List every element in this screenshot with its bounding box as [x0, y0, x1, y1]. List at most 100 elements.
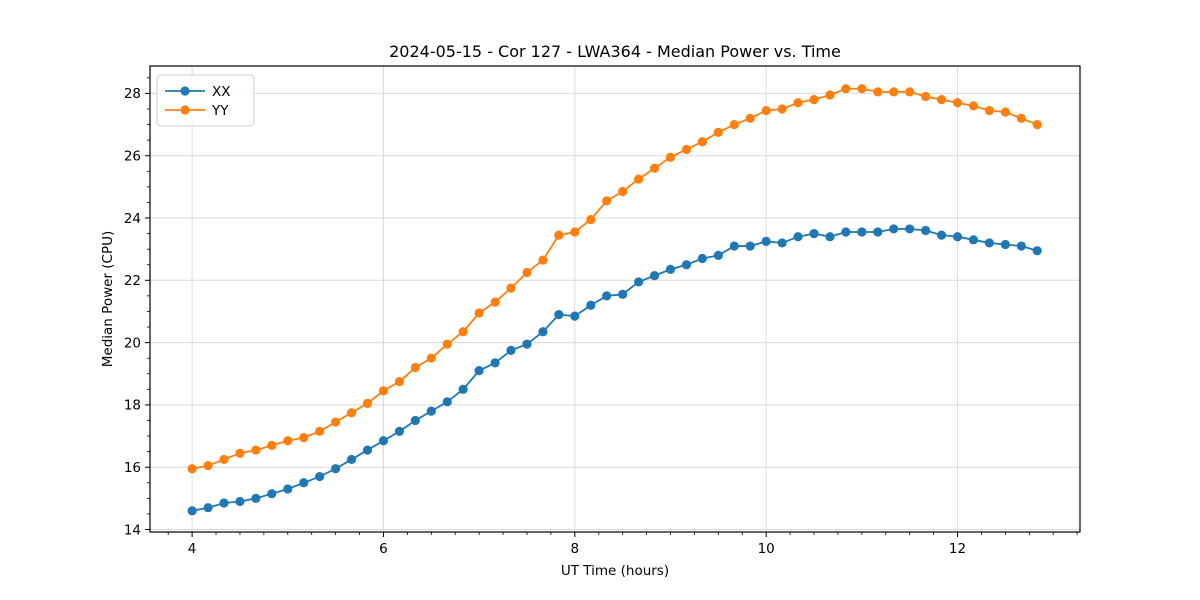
y-axis-label: Median Power (CPU): [100, 231, 116, 367]
y-tick-label: 26: [124, 149, 141, 165]
data-point-yy: [841, 84, 851, 94]
data-point-xx: [793, 232, 803, 242]
data-point-xx: [522, 339, 532, 349]
chart-title: 2024-05-15 - Cor 127 - LWA364 - Median P…: [389, 42, 841, 61]
data-point-xx: [984, 238, 994, 248]
data-point-xx: [681, 260, 692, 270]
data-point-yy: [474, 308, 484, 318]
data-point-xx: [809, 228, 819, 239]
data-point-xx: [968, 235, 979, 245]
data-point-xx: [267, 489, 277, 499]
data-point-xx: [442, 397, 452, 407]
data-point-xx: [936, 230, 947, 240]
series-layer: [187, 84, 1042, 516]
x-tick-label: 12: [949, 541, 966, 557]
data-point-xx: [1016, 241, 1026, 251]
legend-item-label: YY: [211, 103, 229, 119]
data-point-yy: [952, 98, 963, 108]
y-tick-label: 20: [124, 335, 141, 351]
legend-marker: [180, 105, 190, 115]
data-point-yy: [1016, 113, 1026, 123]
grid-layer: [150, 66, 1080, 532]
data-point-xx: [889, 224, 899, 234]
y-tick-label: 22: [124, 273, 141, 289]
data-point-xx: [554, 309, 564, 320]
data-point-yy: [825, 90, 835, 100]
data-point-yy: [697, 137, 707, 147]
data-point-xx: [586, 300, 596, 310]
data-point-yy: [713, 127, 723, 137]
data-point-yy: [394, 376, 405, 387]
x-tick-label: 8: [571, 541, 580, 557]
data-point-xx: [315, 471, 325, 482]
data-point-yy: [426, 353, 436, 363]
y-tick-label: 28: [124, 86, 141, 102]
data-point-xx: [426, 406, 436, 416]
data-point-yy: [889, 87, 899, 97]
data-point-xx: [506, 345, 516, 355]
x-tick-label: 4: [188, 541, 197, 557]
data-point-yy: [410, 362, 420, 373]
data-point-yy: [618, 186, 628, 197]
data-point-xx: [394, 426, 405, 436]
data-point-xx: [952, 232, 963, 242]
data-point-xx: [873, 227, 883, 237]
data-point-xx: [618, 289, 628, 299]
data-point-xx: [649, 271, 660, 281]
data-point-xx: [602, 291, 612, 301]
data-point-yy: [984, 105, 994, 116]
data-point-yy: [570, 227, 580, 237]
data-point-xx: [570, 311, 580, 321]
data-point-yy: [921, 91, 931, 102]
data-point-yy: [873, 87, 883, 97]
legend-box: [156, 74, 255, 127]
data-point-xx: [729, 241, 739, 251]
data-point-yy: [362, 398, 373, 408]
data-point-xx: [410, 415, 420, 426]
data-point-yy: [203, 461, 213, 471]
data-point-yy: [331, 417, 341, 427]
data-point-xx: [299, 478, 309, 488]
data-point-xx: [697, 253, 707, 264]
data-point-yy: [761, 105, 771, 116]
data-point-yy: [602, 196, 612, 206]
y-tick-label: 24: [124, 211, 141, 227]
data-point-xx: [474, 366, 484, 376]
data-point-yy: [809, 95, 819, 105]
data-point-xx: [1032, 246, 1042, 256]
data-point-yy: [1032, 119, 1042, 130]
data-point-xx: [921, 225, 931, 236]
series-xx-line: [191, 228, 1038, 512]
data-point-yy: [936, 95, 947, 105]
data-point-yy: [251, 445, 261, 455]
data-point-xx: [825, 232, 835, 242]
data-point-xx: [490, 358, 500, 368]
data-point-yy: [378, 386, 389, 396]
data-point-yy: [905, 87, 915, 97]
data-point-xx: [235, 496, 245, 507]
data-point-xx: [761, 236, 771, 246]
axes-layer: 4 6 8 10 12 14 16 18 20 22 24 26 28: [124, 65, 1081, 557]
x-axis-label: UT Time (hours): [561, 563, 669, 579]
x-tick-label: 10: [758, 541, 775, 557]
series-yy-line: [191, 87, 1038, 470]
data-point-xx: [665, 264, 676, 275]
data-point-xx: [251, 493, 261, 503]
data-point-yy: [681, 144, 692, 155]
data-point-xx: [187, 506, 197, 516]
data-point-yy: [729, 119, 739, 130]
data-point-yy: [315, 426, 325, 436]
data-point-xx: [857, 227, 867, 237]
data-point-yy: [490, 297, 500, 307]
data-point-yy: [857, 84, 867, 94]
data-point-yy: [267, 440, 277, 451]
plot-border: [149, 65, 1081, 533]
legend: XX YY: [156, 74, 255, 127]
data-point-yy: [219, 454, 229, 465]
data-point-xx: [346, 454, 357, 465]
data-point-yy: [745, 113, 755, 123]
data-point-yy: [665, 152, 676, 162]
data-point-xx: [745, 241, 755, 251]
data-point-yy: [522, 267, 532, 278]
